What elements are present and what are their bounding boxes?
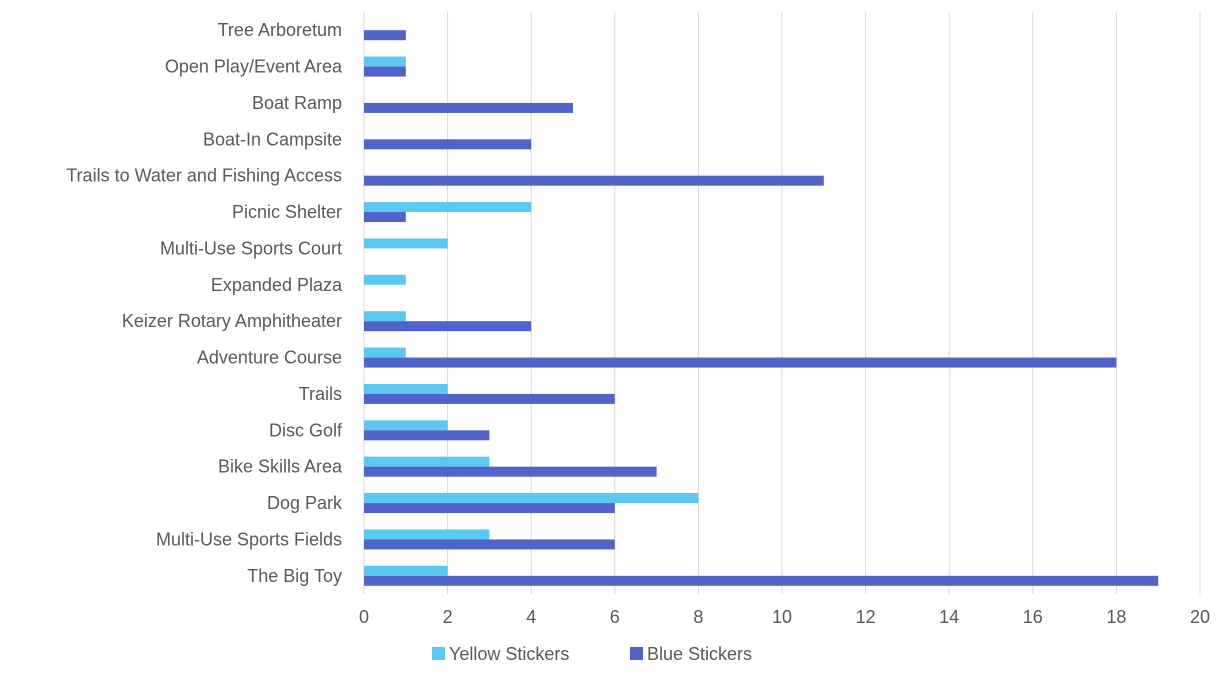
category-label-expanded-plaza: Expanded Plaza bbox=[211, 275, 343, 295]
bar-blue-stickers-boat-ramp bbox=[364, 102, 573, 113]
bar-yellow-stickers-multi-use-sports-fields bbox=[364, 529, 490, 540]
x-tick-label: 10 bbox=[772, 607, 792, 627]
bar-blue-stickers-adventure-course bbox=[364, 357, 1117, 368]
bar-blue-stickers-multi-use-sports-fields bbox=[364, 539, 615, 550]
bar-blue-stickers-dog-park bbox=[364, 503, 615, 514]
category-label-the-big-toy: The Big Toy bbox=[247, 566, 342, 586]
bar-yellow-stickers-multi-use-sports-court bbox=[364, 238, 448, 249]
x-tick-label: 0 bbox=[359, 607, 369, 627]
category-label-multi-use-sports-court: Multi-Use Sports Court bbox=[160, 238, 342, 258]
category-label-boat-ramp: Boat Ramp bbox=[252, 93, 342, 113]
x-tick-label: 8 bbox=[693, 607, 703, 627]
bar-yellow-stickers-trails bbox=[364, 383, 448, 394]
bar-yellow-stickers-disc-golf bbox=[364, 420, 448, 431]
category-label-keizer-rotary-amphitheater: Keizer Rotary Amphitheater bbox=[122, 311, 342, 331]
x-tick-label: 12 bbox=[856, 607, 876, 627]
x-tick-label: 2 bbox=[443, 607, 453, 627]
bar-blue-stickers-trails bbox=[364, 393, 615, 404]
x-tick-label: 14 bbox=[939, 607, 959, 627]
bar-yellow-stickers-keizer-rotary-amphitheater bbox=[364, 311, 406, 322]
bar-yellow-stickers-bike-skills-area bbox=[364, 456, 490, 467]
bar-blue-stickers-boat-in-campsite bbox=[364, 139, 532, 150]
category-label-open-play-event-area: Open Play/Event Area bbox=[165, 57, 343, 77]
category-label-trails: Trails bbox=[299, 384, 342, 404]
bar-yellow-stickers-the-big-toy bbox=[364, 565, 448, 576]
x-tick-label: 18 bbox=[1106, 607, 1126, 627]
bar-blue-stickers-bike-skills-area bbox=[364, 466, 657, 477]
category-label-picnic-shelter: Picnic Shelter bbox=[232, 202, 342, 222]
bar-blue-stickers-trails-to-water-and-fishing-access bbox=[364, 175, 824, 186]
bars bbox=[364, 30, 1159, 586]
bar-blue-stickers-keizer-rotary-amphitheater bbox=[364, 321, 532, 332]
legend-label-blue-stickers: Blue Stickers bbox=[647, 644, 752, 664]
bar-blue-stickers-tree-arboretum bbox=[364, 30, 406, 41]
x-axis-tick-labels: 0 2 4 6 8 10 12 14 16 18 20 bbox=[359, 607, 1210, 627]
legend-label-yellow-stickers: Yellow Stickers bbox=[449, 644, 569, 664]
category-label-tree-arboretum: Tree Arboretum bbox=[218, 20, 342, 40]
category-label-boat-in-campsite: Boat-In Campsite bbox=[203, 129, 342, 149]
category-label-bike-skills-area: Bike Skills Area bbox=[218, 457, 343, 477]
category-label-trails-to-water-and-fishing-access: Trails to Water and Fishing Access bbox=[66, 166, 342, 186]
bar-blue-stickers-disc-golf bbox=[364, 430, 490, 441]
legend-swatch-yellow-stickers bbox=[432, 647, 445, 660]
category-label-adventure-course: Adventure Course bbox=[197, 348, 342, 368]
bar-blue-stickers-the-big-toy bbox=[364, 575, 1159, 586]
category-labels: Tree Arboretum Open Play/Event Area Boat R… bbox=[66, 20, 343, 586]
bar-yellow-stickers-open-play-event-area bbox=[364, 56, 406, 67]
x-tick-label: 16 bbox=[1023, 607, 1043, 627]
bar-yellow-stickers-picnic-shelter bbox=[364, 202, 532, 213]
category-label-multi-use-sports-fields: Multi-Use Sports Fields bbox=[156, 529, 342, 549]
legend-swatch-blue-stickers bbox=[630, 647, 643, 660]
bar-yellow-stickers-expanded-plaza bbox=[364, 274, 406, 285]
legend: Yellow Stickers Blue Stickers bbox=[432, 644, 752, 664]
category-label-disc-golf: Disc Golf bbox=[269, 420, 343, 440]
bar-blue-stickers-open-play-event-area bbox=[364, 66, 406, 77]
bar-yellow-stickers-dog-park bbox=[364, 493, 699, 504]
x-tick-label: 20 bbox=[1190, 607, 1210, 627]
bar-blue-stickers-picnic-shelter bbox=[364, 212, 406, 223]
category-label-dog-park: Dog Park bbox=[267, 493, 343, 513]
bar-yellow-stickers-adventure-course bbox=[364, 347, 406, 358]
x-tick-label: 4 bbox=[526, 607, 536, 627]
x-tick-label: 6 bbox=[610, 607, 620, 627]
